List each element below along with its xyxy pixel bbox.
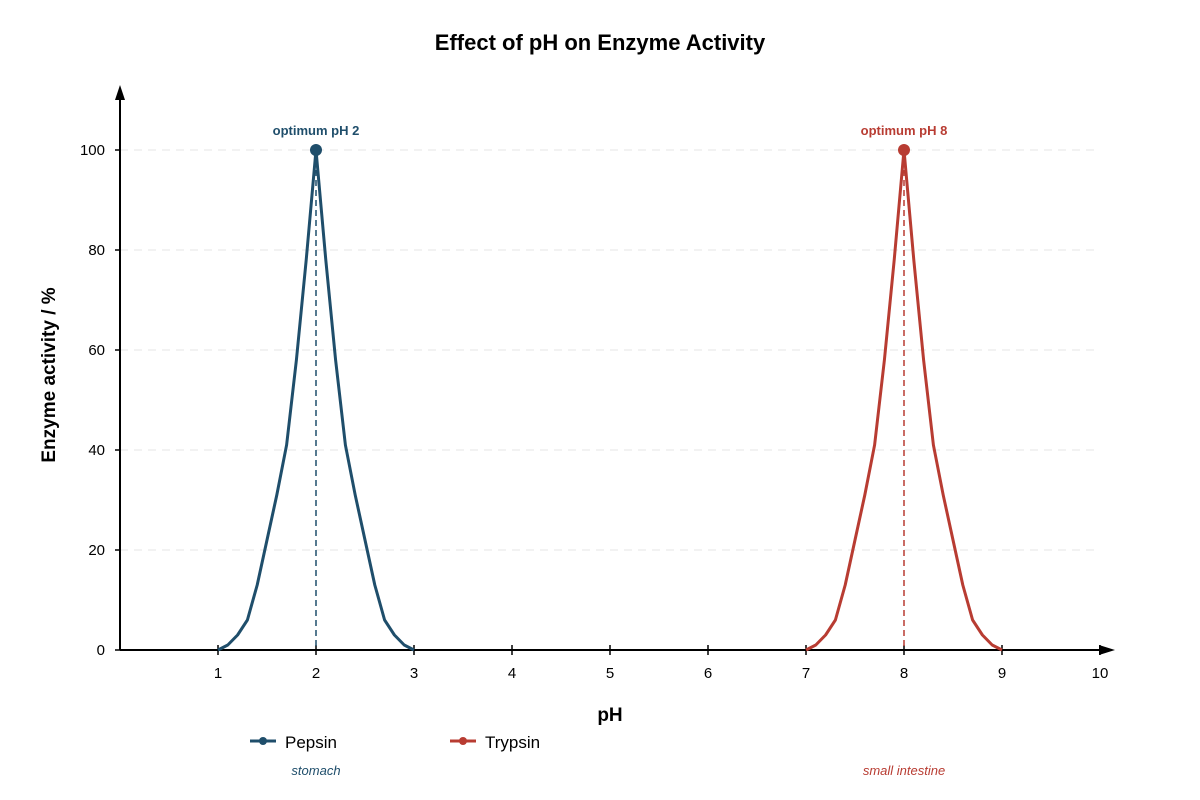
y-tick-label-40: 40 bbox=[88, 442, 105, 459]
trypsin-optimum-point bbox=[898, 144, 910, 156]
x-tick-label-3: 3 bbox=[410, 665, 418, 682]
series-trypsin: optimum pH 8 small intestine bbox=[805, 123, 1003, 778]
x-tick-label-8: 8 bbox=[900, 665, 908, 682]
series-group: optimum pH 2 stomach optimum pH 8 small int… bbox=[217, 123, 1003, 778]
pepsin-optimum-point bbox=[310, 144, 322, 156]
pepsin-optimum-label: optimum pH 2 bbox=[273, 123, 360, 138]
x-tick-label-1: 1 bbox=[214, 665, 222, 682]
legend-item-pepsin: Pepsin bbox=[250, 733, 337, 752]
legend-label-pepsin: Pepsin bbox=[285, 733, 337, 752]
x-tick-label-6: 6 bbox=[704, 665, 712, 682]
legend-item-trypsin: Trypsin bbox=[450, 733, 540, 752]
trypsin-optimum-label: optimum pH 8 bbox=[861, 123, 948, 138]
legend: Pepsin Trypsin bbox=[250, 733, 540, 752]
y-tick-label-60: 60 bbox=[88, 342, 105, 359]
pepsin-location-label: stomach bbox=[291, 763, 340, 778]
y-tick-label-20: 20 bbox=[88, 542, 105, 559]
x-tick-label-9: 9 bbox=[998, 665, 1006, 682]
legend-label-trypsin: Trypsin bbox=[485, 733, 540, 752]
y-tick-label-0: 0 bbox=[97, 642, 105, 659]
gridlines bbox=[120, 149, 1100, 551]
x-tick-label-5: 5 bbox=[606, 665, 614, 682]
x-axis-title: pH bbox=[597, 705, 622, 726]
legend-marker-trypsin bbox=[459, 737, 467, 745]
y-tick-label-80: 80 bbox=[88, 242, 105, 259]
x-tick-label-4: 4 bbox=[508, 665, 516, 682]
y-axis-title: Enzyme activity / % bbox=[39, 287, 60, 462]
series-pepsin: optimum pH 2 stomach bbox=[217, 123, 415, 778]
legend-marker-pepsin bbox=[259, 737, 267, 745]
trypsin-location-label: small intestine bbox=[863, 763, 945, 778]
y-tick-label-100: 100 bbox=[80, 142, 105, 159]
y-axis-arrow bbox=[115, 85, 125, 100]
chart-title: Effect of pH on Enzyme Activity bbox=[435, 30, 766, 55]
x-tick-label-10: 10 bbox=[1092, 665, 1109, 682]
x-tick-label-2: 2 bbox=[312, 665, 320, 682]
x-tick-label-7: 7 bbox=[802, 665, 810, 682]
x-axis-arrow bbox=[1099, 645, 1115, 655]
